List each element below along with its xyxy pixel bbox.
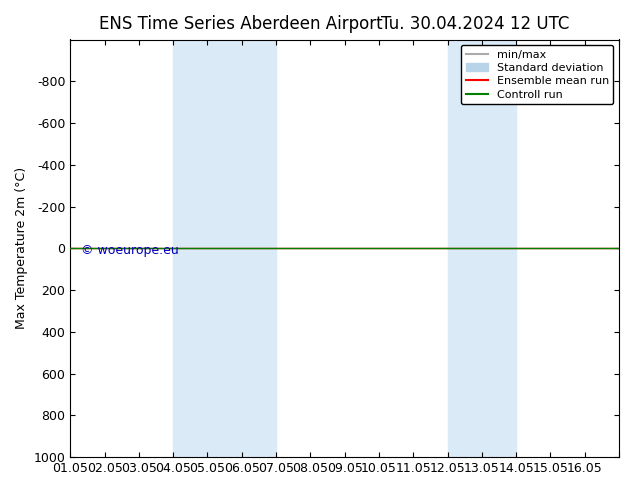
- Y-axis label: Max Temperature 2m (°C): Max Temperature 2m (°C): [15, 167, 28, 329]
- Text: © woeurope.eu: © woeurope.eu: [81, 244, 179, 257]
- Legend: min/max, Standard deviation, Ensemble mean run, Controll run: min/max, Standard deviation, Ensemble me…: [461, 45, 614, 104]
- Bar: [482, 40, 516, 457]
- Bar: [173, 40, 242, 457]
- Text: Tu. 30.04.2024 12 UTC: Tu. 30.04.2024 12 UTC: [381, 15, 570, 33]
- Bar: [242, 40, 276, 457]
- Text: ENS Time Series Aberdeen Airport: ENS Time Series Aberdeen Airport: [99, 15, 383, 33]
- Bar: [448, 40, 482, 457]
